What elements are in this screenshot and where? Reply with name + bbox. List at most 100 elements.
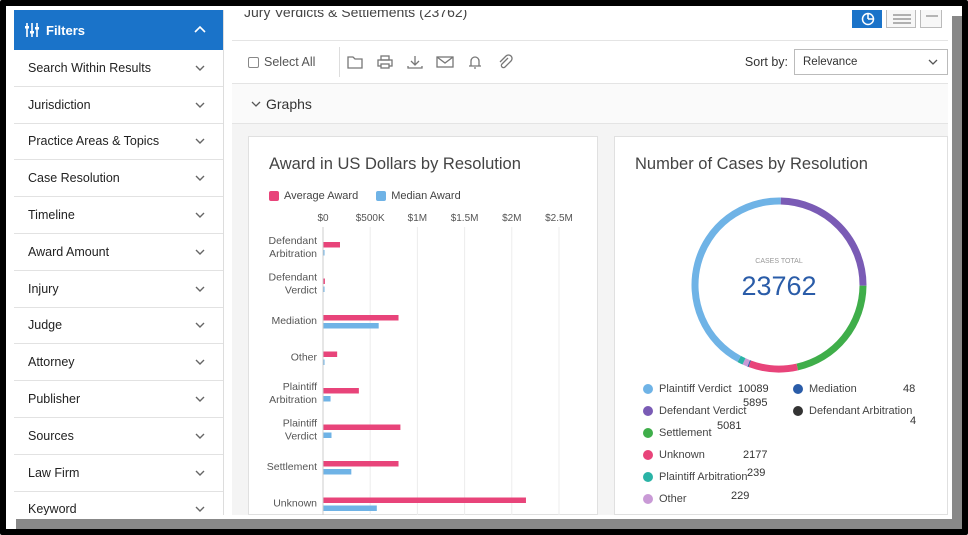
sidebar-item-sources[interactable]: Sources bbox=[14, 418, 223, 455]
legend-dot bbox=[643, 428, 653, 438]
chevron-down-icon bbox=[195, 249, 205, 255]
bar-median bbox=[323, 250, 325, 256]
chevron-down-icon bbox=[195, 138, 205, 145]
sidebar-item-timeline[interactable]: Timeline bbox=[14, 197, 223, 234]
list-view-button[interactable] bbox=[886, 10, 916, 28]
legend-median-award[interactable]: Median Award bbox=[376, 190, 461, 202]
toolbar-actions bbox=[339, 47, 520, 77]
legend-value: 4 bbox=[910, 415, 917, 427]
award-chart-legend: Average Award Median Award bbox=[269, 190, 461, 202]
frame-shadow-bottom bbox=[16, 519, 962, 529]
legend-dot bbox=[643, 406, 653, 416]
sidebar-item-label: Timeline bbox=[28, 208, 75, 223]
legend-item-defendant-verdict[interactable]: Defendant Verdict bbox=[643, 405, 746, 417]
sidebar-item-judge[interactable]: Judge bbox=[14, 308, 223, 345]
category-label: Mediation bbox=[271, 315, 317, 327]
bar-average bbox=[323, 242, 340, 248]
donut-slice-unknown[interactable] bbox=[748, 360, 799, 373]
sidebar-item-injury[interactable]: Injury bbox=[14, 271, 223, 308]
sort-select[interactable]: Relevance bbox=[794, 49, 948, 75]
award-bar-chart: $0 $500K $1M $1.5M $2M $2.5M Defendant Arbitrat… bbox=[267, 213, 573, 515]
envelope-icon bbox=[436, 56, 455, 68]
x-tick-label: $500K bbox=[356, 213, 385, 224]
chevron-down-icon bbox=[195, 286, 205, 292]
chevron-down-icon bbox=[195, 470, 205, 476]
sidebar-item-label: Search Within Results bbox=[28, 60, 151, 75]
sidebar-item-practice-areas-topics[interactable]: Practice Areas & Topics bbox=[14, 124, 223, 161]
bar-median bbox=[323, 359, 325, 365]
legend-value: 48 bbox=[903, 383, 916, 395]
sidebar-item-label: Practice Areas & Topics bbox=[28, 134, 160, 149]
save-to-folder-button[interactable] bbox=[340, 47, 370, 77]
legend-value: 229 bbox=[731, 490, 750, 502]
view-toggle-group bbox=[852, 10, 942, 28]
chart-view-button[interactable] bbox=[852, 10, 882, 28]
printer-icon bbox=[377, 55, 394, 69]
cases-donut-chart: CASES TOTAL 23762 bbox=[691, 197, 867, 373]
sidebar-item-award-amount[interactable]: Award Amount bbox=[14, 234, 223, 271]
page-title: Jury Verdicts & Settlements (23762) bbox=[244, 10, 468, 20]
bar-average bbox=[323, 278, 325, 284]
legend-dot bbox=[643, 472, 653, 482]
sidebar-item-publisher[interactable]: Publisher bbox=[14, 381, 223, 418]
legend-item-other[interactable]: Other bbox=[643, 493, 687, 505]
sidebar-item-law-firm[interactable]: Law Firm bbox=[14, 455, 223, 492]
graphs-section-label: Graphs bbox=[266, 95, 312, 112]
donut-slice-other[interactable] bbox=[742, 358, 750, 367]
award-chart-card: Award in US Dollars by Resolution Averag… bbox=[248, 136, 598, 515]
graphs-section-toggle[interactable]: Graphs bbox=[232, 84, 948, 124]
donut-total-value: 23762 bbox=[741, 271, 816, 301]
legend-average-award[interactable]: Average Award bbox=[269, 190, 358, 202]
bar-median bbox=[323, 432, 332, 438]
sidebar-item-attorney[interactable]: Attorney bbox=[14, 344, 223, 382]
sidebar-item-jurisdiction[interactable]: Jurisdiction bbox=[14, 87, 223, 124]
legend-item-plaintiff-verdict[interactable]: Plaintiff Verdict bbox=[643, 383, 732, 395]
donut-slice-defendant-verdict[interactable] bbox=[780, 197, 867, 286]
select-all-label[interactable]: Select All bbox=[264, 55, 316, 69]
legend-item-plaintiff-arbitration[interactable]: Plaintiff Arbitration bbox=[643, 471, 747, 483]
attach-button[interactable] bbox=[490, 47, 520, 77]
sidebar-item-label: Jurisdiction bbox=[28, 97, 91, 112]
filters-sidebar: Filters Search Within Results Jurisdictio… bbox=[14, 10, 224, 515]
legend-label: Plaintiff Arbitration bbox=[659, 471, 748, 483]
legend-value: 5081 bbox=[717, 420, 742, 432]
print-button[interactable] bbox=[370, 47, 400, 77]
donut-slice-settlement[interactable] bbox=[796, 285, 867, 371]
bar-median bbox=[323, 469, 352, 475]
collapse-view-button[interactable] bbox=[920, 10, 942, 28]
x-tick-label: $1.5M bbox=[451, 213, 479, 224]
legend-label: Other bbox=[659, 493, 687, 505]
sidebar-item-case-resolution[interactable]: Case Resolution bbox=[14, 160, 223, 198]
sidebar-item-label: Sources bbox=[28, 428, 74, 443]
bar-median bbox=[323, 396, 331, 402]
category-label: Defendant Verdict bbox=[269, 272, 318, 297]
chevron-down-icon bbox=[195, 322, 205, 329]
main-content: Jury Verdicts & Settlements (23762) Sele… bbox=[232, 10, 948, 515]
sidebar-item-label: Attorney bbox=[28, 355, 75, 370]
legend-item-settlement[interactable]: Settlement bbox=[643, 427, 712, 439]
download-button[interactable] bbox=[400, 47, 430, 77]
sidebar-item-keyword[interactable]: Keyword bbox=[14, 492, 223, 515]
category-label: Plaintiff Verdict bbox=[283, 418, 317, 443]
legend-dot bbox=[643, 384, 653, 394]
legend-item-unknown[interactable]: Unknown bbox=[643, 449, 705, 461]
filters-header-label: Filters bbox=[46, 22, 86, 38]
legend-item-defendant-arbitration[interactable]: Defendant Arbitration bbox=[793, 405, 912, 417]
select-all-checkbox[interactable] bbox=[248, 56, 259, 68]
donut-slice-plaintiff-verdict[interactable] bbox=[691, 197, 781, 363]
legend-item-mediation[interactable]: Mediation bbox=[793, 383, 857, 395]
chevron-down-icon bbox=[195, 175, 205, 182]
folder-icon bbox=[347, 56, 364, 69]
email-button[interactable] bbox=[430, 47, 460, 77]
legend-label: Defendant Arbitration bbox=[809, 405, 913, 417]
sidebar-item-search-within-results[interactable]: Search Within Results bbox=[14, 50, 223, 87]
legend-dot bbox=[793, 384, 803, 394]
legend-average-label: Average Award bbox=[284, 190, 359, 202]
filters-header[interactable]: Filters bbox=[14, 10, 223, 50]
sort-control: Sort by: Relevance bbox=[745, 49, 948, 75]
chevron-down-icon bbox=[195, 506, 205, 513]
legend-label: Plaintiff Verdict bbox=[659, 383, 732, 395]
donut-slice-plaintiff-arbitration[interactable] bbox=[737, 355, 746, 365]
alert-button[interactable] bbox=[460, 47, 490, 77]
